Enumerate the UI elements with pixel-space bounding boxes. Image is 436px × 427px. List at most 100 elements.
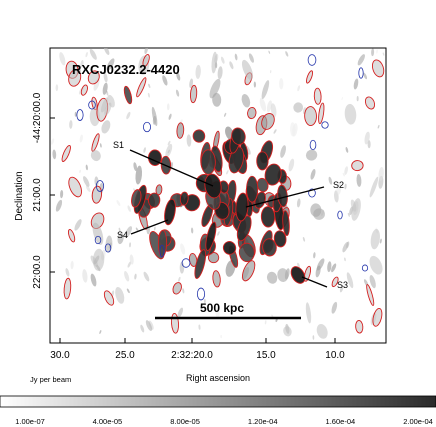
source-label-s2: S2: [333, 180, 344, 190]
colorbar-tick-label: 4.00e-05: [93, 417, 123, 426]
noise-speckle: [186, 134, 192, 147]
colorbar-tick-label: 8.00e-05: [170, 417, 200, 426]
noise-speckle: [297, 262, 300, 269]
noise-speckle: [165, 143, 173, 158]
noise-speckle: [195, 64, 201, 79]
noise-speckle: [148, 83, 151, 89]
noise-speckle: [344, 257, 346, 262]
noise-speckle: [253, 81, 256, 88]
emission-blob: [264, 163, 282, 186]
noise-speckle: [229, 61, 234, 70]
emission-blob: [282, 210, 290, 237]
emission-blob: [277, 184, 288, 208]
noise-speckle: [99, 330, 102, 334]
negative-contour: [361, 264, 369, 272]
noise-speckle: [177, 307, 184, 318]
emission-blob: [100, 97, 109, 113]
noise-speckle: [182, 288, 185, 294]
noise-speckle: [143, 147, 146, 153]
emission-blob: [63, 277, 72, 300]
noise-speckle: [116, 200, 121, 207]
emission-blob: [231, 127, 246, 146]
emission-blob: [371, 59, 385, 78]
emission-blob: [164, 198, 176, 226]
y-tick-label: 21:00.0: [32, 178, 43, 212]
noise-speckle: [127, 205, 131, 212]
noise-speckle: [180, 243, 186, 255]
emission-blob: [273, 230, 287, 248]
emission-map: [50, 48, 385, 340]
negative-contour: [181, 258, 191, 268]
emission-blob: [277, 268, 289, 282]
negative-contour: [88, 100, 96, 110]
noise-speckle: [79, 134, 83, 143]
pointer-s2: [245, 186, 325, 208]
noise-speckle: [118, 227, 121, 233]
source-label-s3: S3: [337, 280, 348, 290]
noise-speckle: [248, 53, 255, 63]
noise-speckle: [140, 324, 145, 333]
emission-blob: [176, 122, 185, 139]
emission-blob: [305, 302, 312, 324]
emission-blob: [87, 70, 100, 85]
emission-blob: [366, 284, 375, 306]
y-tick-label: 22:00.0: [32, 255, 43, 289]
emission-blob: [107, 94, 115, 108]
emission-blob: [313, 87, 322, 105]
x-tick-label: 25.0: [115, 350, 135, 361]
noise-speckle: [65, 268, 70, 277]
noise-speckle: [85, 185, 91, 193]
emission-blob: [318, 102, 325, 125]
source-label-s4: S4: [117, 230, 128, 240]
negative-contour: [94, 235, 102, 245]
chart-title: RXCJ0232.2-4420: [72, 62, 180, 77]
noise-speckle: [328, 176, 333, 185]
noise-speckle: [331, 301, 338, 314]
x-tick-label: 15.0: [256, 350, 276, 361]
noise-speckle: [288, 158, 295, 172]
emission-blob: [351, 198, 361, 221]
emission-blob: [115, 286, 125, 304]
noise-speckle: [99, 143, 102, 148]
noise-speckle: [296, 198, 301, 208]
noise-speckle: [279, 78, 284, 90]
noise-speckle: [215, 307, 220, 319]
noise-speckle: [103, 72, 108, 83]
noise-speckle: [145, 320, 153, 331]
noise-speckle: [336, 182, 342, 195]
noise-speckle: [147, 92, 150, 98]
emission-blob: [212, 92, 222, 107]
noise-speckle: [106, 58, 115, 71]
emission-blob: [67, 229, 76, 243]
emission-blob: [211, 51, 218, 74]
emission-blob: [207, 252, 220, 264]
emission-blob: [369, 176, 379, 198]
emission-blob: [247, 106, 257, 120]
emission-blob: [246, 175, 259, 203]
negative-contour: [337, 210, 343, 220]
noise-speckle: [266, 100, 272, 113]
emission-blob: [241, 59, 254, 80]
emission-blob: [103, 290, 115, 306]
emission-blob: [194, 249, 207, 279]
noise-speckle: [356, 95, 359, 102]
negative-contour: [159, 244, 165, 258]
noise-speckle: [369, 275, 376, 289]
negative-contour: [95, 180, 105, 192]
noise-speckle: [220, 334, 222, 339]
noise-speckle: [345, 147, 349, 153]
emission-blob: [316, 324, 328, 339]
noise-speckle: [379, 238, 382, 244]
emission-blob: [351, 160, 364, 172]
emission-blob: [157, 230, 168, 257]
emission-blob: [151, 106, 158, 127]
emission-blob: [331, 276, 339, 288]
noise-speckle: [204, 298, 206, 304]
noise-speckle: [312, 335, 315, 340]
noise-speckle: [126, 111, 131, 120]
emission-blob: [306, 70, 314, 84]
noise-speckle: [55, 199, 63, 212]
emission-blob: [355, 319, 364, 334]
noise-speckle: [234, 53, 238, 61]
